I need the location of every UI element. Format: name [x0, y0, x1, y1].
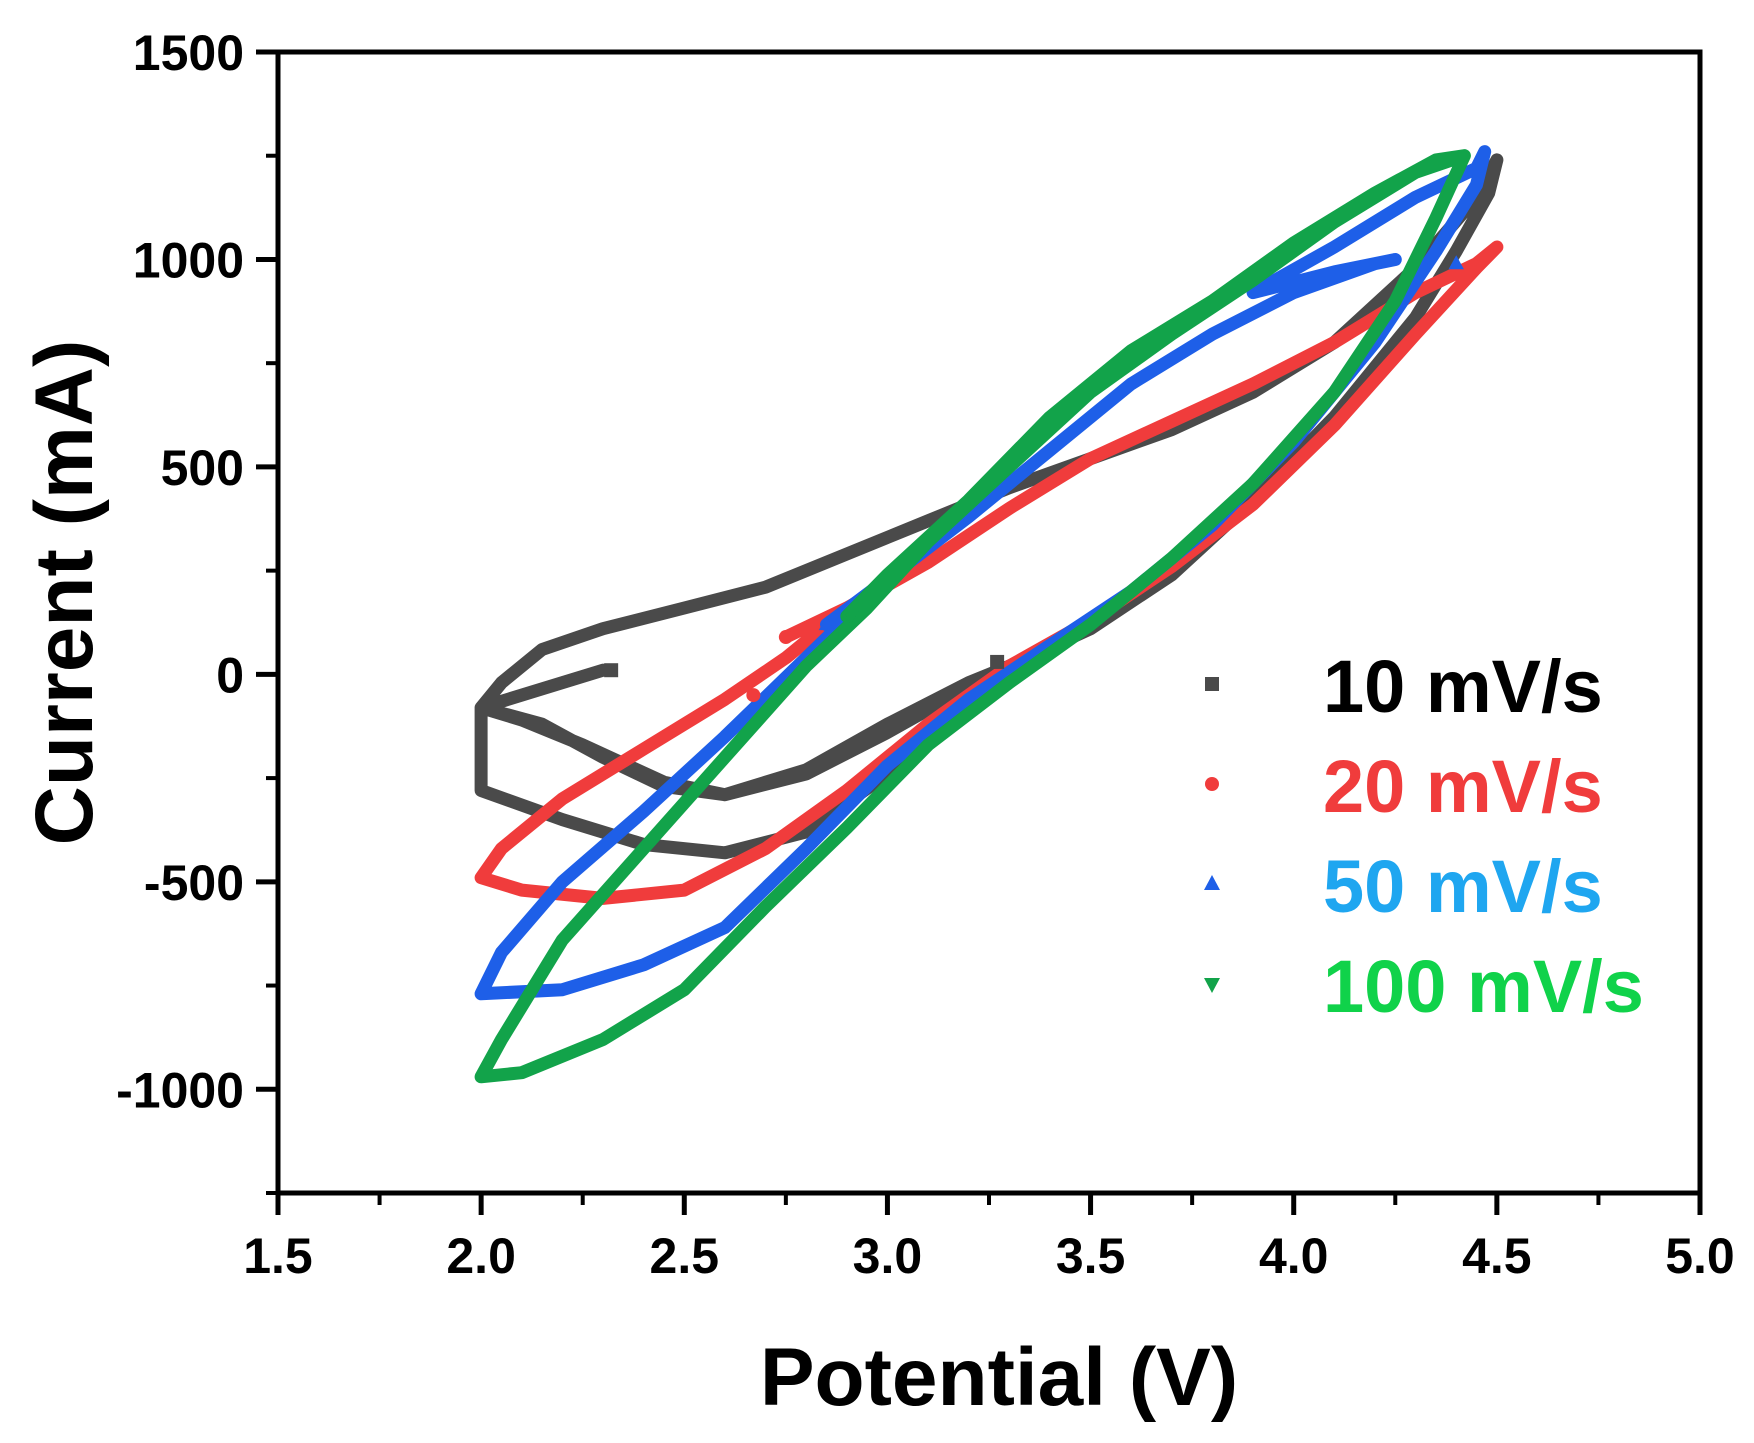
series-curves: [474, 145, 1504, 1084]
x-tick-label: 1.5: [243, 1228, 313, 1284]
legend-marker-square: [1205, 677, 1219, 691]
legend-entry-50: 50 mV/s: [1204, 845, 1603, 928]
data-point-marker: [746, 688, 761, 703]
data-point-marker: [843, 610, 859, 625]
x-tick-label: 5.0: [1665, 1228, 1735, 1284]
data-point-marker: [990, 654, 1005, 669]
y-tick-label: 500: [161, 440, 244, 496]
y-tick-label: -1000: [116, 1062, 244, 1118]
x-tick-label: 4.0: [1259, 1228, 1329, 1284]
y-tick-label: -500: [144, 855, 244, 911]
legend-label-20: 20 mV/s: [1323, 745, 1603, 828]
legend-marker-circle: [1205, 777, 1219, 791]
legend-label-10: 10 mV/s: [1323, 645, 1603, 728]
x-axis-ticks: 1.5 2.0 2.5 3.0 3.5 4.0 4.5 5.0: [243, 1193, 1735, 1284]
x-tick-label: 3.0: [853, 1228, 923, 1284]
legend-marker-triangle-down: [1204, 978, 1220, 993]
data-point-marker: [604, 663, 619, 678]
legend-label-50: 50 mV/s: [1323, 845, 1603, 928]
data-point-marker: [778, 630, 793, 645]
series-markers: [604, 255, 1464, 703]
x-tick-label: 2.5: [650, 1228, 720, 1284]
series-line-4: [474, 149, 1471, 1084]
y-tick-label: 1500: [133, 25, 244, 81]
legend-entry-10: 10 mV/s: [1205, 645, 1603, 728]
legend-entry-20: 20 mV/s: [1205, 745, 1603, 828]
y-axis-ticks: -1000 -500 0 500 1000 1500: [116, 25, 278, 1195]
data-point-marker: [818, 616, 835, 631]
legend: 10 mV/s 20 mV/s 50 mV/s 100 mV/s: [1204, 645, 1644, 1028]
legend-marker-triangle-up: [1204, 875, 1220, 890]
legend-label-100: 100 mV/s: [1323, 945, 1644, 1028]
x-tick-label: 2.0: [446, 1228, 516, 1284]
y-tick-label: 0: [216, 647, 244, 703]
x-axis-label: Potential (V): [760, 1332, 1238, 1423]
y-tick-label: 1000: [133, 232, 244, 288]
data-point-marker: [1448, 255, 1464, 270]
legend-entry-100: 100 mV/s: [1204, 945, 1644, 1028]
x-tick-label: 3.5: [1056, 1228, 1126, 1284]
y-axis-label: Current (mA): [19, 340, 110, 846]
x-tick-label: 4.5: [1462, 1228, 1532, 1284]
